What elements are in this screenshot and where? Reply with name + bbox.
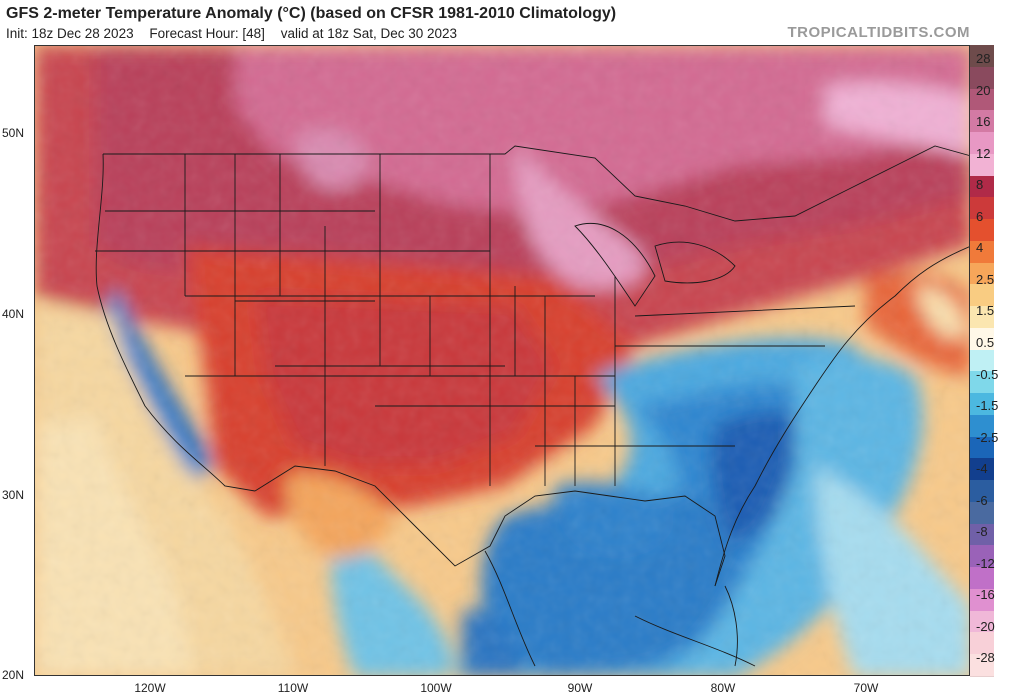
colorbar-label: -28 [976, 650, 995, 666]
colorbar-label: -2.5 [976, 429, 999, 445]
colorbar-label: -20 [976, 618, 995, 634]
map-subtitle: Init: 18z Dec 28 2023 Forecast Hour: [48… [6, 26, 469, 41]
lon-label-110w: 110W [277, 681, 309, 695]
lat-label-20n: 20N [2, 668, 25, 682]
lon-label-100w: 100W [420, 681, 452, 695]
colorbar-label: 8 [976, 177, 984, 193]
colorbar-label: 6 [976, 208, 984, 224]
map-title: GFS 2-meter Temperature Anomaly (°C) (ba… [6, 5, 617, 22]
anomaly-map-canvas [35, 46, 969, 675]
colorbar-label: 20 [976, 82, 991, 98]
texture-overlay [35, 46, 969, 675]
colorbar-label: 12 [976, 145, 991, 161]
west-coast-line [95, 153, 256, 492]
lat-label-40n: 40N [2, 307, 25, 321]
colorbar-legend: 28 20 16 12 8 6 4 2.5 1.5 0.5 -0.5 -1.5 -2.5 -4 -6 -8 -1… [970, 45, 1024, 677]
colorbar-label: 4 [976, 240, 984, 256]
colorbar-label: 16 [976, 114, 991, 130]
anomaly-map [34, 45, 970, 676]
us-canada-border [103, 145, 969, 222]
lon-label-90w: 90W [567, 681, 593, 695]
lat-label-30n: 30N [2, 488, 25, 502]
colorbar-label: -12 [976, 555, 995, 571]
lon-label-120w: 120W [134, 681, 166, 695]
colorbar-label: -1.5 [976, 398, 999, 414]
valid-time: valid at 18z Sat, Dec 30 2023 [280, 26, 458, 41]
colorbar-label: 28 [976, 51, 991, 66]
lon-label-80w: 80W [710, 681, 736, 695]
great-lakes [574, 223, 736, 307]
colorbar-label: -16 [976, 587, 995, 603]
lon-label-70w: 70W [853, 681, 879, 695]
mexico-cuba-lines [484, 550, 756, 667]
state-lines-horizontal [95, 210, 856, 447]
colorbar-label: -6 [976, 492, 988, 508]
colorbar-label: 2.5 [976, 271, 995, 287]
colorbar-swatch [970, 654, 994, 677]
colorbar-label: 0.5 [976, 334, 995, 350]
colorbar-label: -0.5 [976, 366, 999, 382]
init-time: Init: 18z Dec 28 2023 [6, 26, 134, 41]
state-lines-vertical [184, 154, 616, 486]
forecast-hour: Forecast Hour: [48] [149, 26, 265, 41]
colorbar-label: -8 [976, 524, 988, 540]
brand-watermark: TROPICALTIDBITS.COM [787, 24, 970, 41]
boundary-lines [95, 145, 969, 667]
colorbar-label: -4 [976, 461, 988, 477]
colorbar-label: 1.5 [976, 303, 995, 319]
atlantic-coast-line [714, 246, 969, 587]
lat-label-50n: 50N [2, 126, 25, 140]
southern-border-gulf-coast [254, 465, 726, 587]
